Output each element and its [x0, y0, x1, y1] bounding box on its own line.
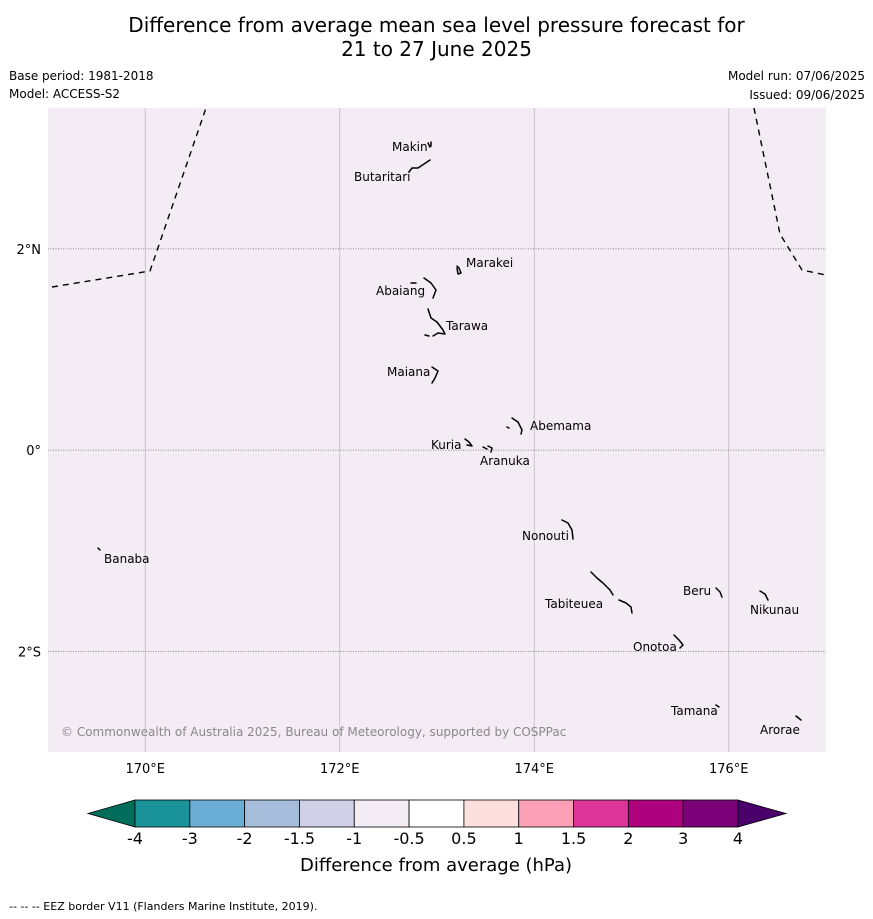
map-background [48, 108, 826, 752]
model-text: Model: ACCESS-S2 [9, 87, 121, 101]
colorbar-bin [518, 799, 574, 828]
model-run-text: Model run: 07/06/2025 [727, 69, 865, 83]
colorbar-tick-label: -2 [237, 829, 253, 848]
copyright-text: © Commonwealth of Australia 2025, Bureau… [61, 725, 566, 739]
butaritari-outline [408, 159, 431, 173]
latitude-label: 0° [26, 444, 41, 459]
island-label-marakei: Marakei [466, 256, 513, 270]
eez-borders [51, 107, 827, 288]
colorbar-bin [299, 799, 355, 828]
island-label-maiana: Maiana [387, 365, 430, 379]
colorbar-tick-label: 1 [514, 829, 524, 848]
latitude-tick-labels: 2°N 0° 2°S [17, 243, 42, 661]
maiana-outline [431, 366, 439, 384]
chart-title-line2: 21 to 27 June 2025 [341, 37, 532, 61]
island-label-nonouti: Nonouti [522, 529, 569, 543]
colorbar-tick-label: 3 [678, 829, 688, 848]
colorbar-bin [134, 799, 191, 828]
longitude-label: 176°E [709, 762, 749, 777]
aranuka-outline [482, 445, 493, 453]
colorbar-bin [627, 799, 684, 828]
eez-footnote: -- -- -- EEZ border V11 (Flanders Marine… [9, 900, 318, 913]
abaiang-outline [410, 277, 437, 299]
colorbar-under-arrow [86, 799, 136, 828]
colorbar-bin [408, 799, 465, 828]
latitude-label: 2°S [18, 645, 41, 660]
colorbar-tick-label: -4 [127, 829, 143, 848]
island-label-kuria: Kuria [431, 438, 462, 452]
beru-outline [715, 587, 723, 598]
colorbar-tick-label: -0.5 [393, 829, 424, 848]
island-label-tamana: Tamana [670, 704, 718, 718]
onotoa-outline [673, 634, 684, 649]
kuria-outline [464, 438, 473, 447]
island-label-tarawa: Tarawa [445, 319, 488, 333]
colorbar-bin [353, 799, 410, 828]
island-label-banaba: Banaba [104, 552, 150, 566]
island-label-arorae: Arorae [760, 723, 800, 737]
longitude-label: 172°E [320, 762, 360, 777]
island-label-aranuka: Aranuka [480, 454, 530, 468]
chart-title-line1: Difference from average mean sea level p… [128, 13, 745, 37]
island-label-abaiang: Abaiang [376, 284, 425, 298]
colorbar-bin [189, 799, 246, 828]
island-labels: Makin Butaritari Marakei Abaiang Tarawa … [104, 140, 800, 737]
issued-text: Issued: 09/06/2025 [749, 88, 865, 102]
colorbar-bin [244, 799, 300, 828]
colorbar-tick-label: -3 [182, 829, 198, 848]
island-label-butaritari: Butaritari [354, 170, 411, 184]
base-period-text: Base period: 1981-2018 [9, 69, 154, 83]
island-outlines [97, 141, 802, 721]
tarawa-outline [424, 308, 446, 337]
longitude-tick-labels: 170°E 172°E 174°E 176°E [125, 762, 748, 777]
island-label-onotoa: Onotoa [633, 640, 677, 654]
longitude-label: 174°E [514, 762, 554, 777]
colorbar-over-arrow [737, 799, 788, 828]
nikunau-outline [759, 590, 769, 601]
colorbar-bin [573, 799, 629, 828]
colorbar-label: Difference from average (hPa) [300, 855, 572, 876]
colorbar-tick-label: 1.5 [561, 829, 586, 848]
colorbar-bin [682, 799, 739, 828]
gridlines [48, 108, 826, 752]
island-label-makin: Makin [392, 140, 428, 154]
eez-border-west [51, 107, 207, 288]
island-label-nikunau: Nikunau [750, 603, 799, 617]
banaba-outline [97, 547, 101, 551]
map: Makin Butaritari Marakei Abaiang Tarawa … [17, 107, 827, 777]
tamana-outline [715, 704, 720, 708]
colorbar-bins [134, 799, 739, 828]
arorae-outline [795, 715, 802, 721]
tabiteuea-outline [590, 571, 633, 614]
island-label-beru: Beru [683, 584, 711, 598]
colorbar-tick-labels: -4 -3 -2 -1.5 -1 -0.5 0.5 1 1.5 2 3 4 [127, 829, 743, 848]
island-label-tabiteuea: Tabiteuea [544, 597, 603, 611]
marakei-outline [456, 265, 462, 275]
abemama-outline [506, 417, 523, 435]
colorbar-tick-label: 4 [733, 829, 743, 848]
colorbar-tick-label: 2 [623, 829, 633, 848]
makin-outline [427, 141, 432, 148]
colorbar-tick-label: -1.5 [284, 829, 315, 848]
latitude-label: 2°N [17, 243, 42, 258]
nonouti-outline [561, 519, 574, 540]
colorbar-bin [463, 799, 520, 828]
colorbar: -4 -3 -2 -1.5 -1 -0.5 0.5 1 1.5 2 3 4 Difference fr… [86, 799, 788, 876]
colorbar-tick-label: -1 [346, 829, 362, 848]
colorbar-tick-label: 0.5 [451, 829, 476, 848]
island-label-abemama: Abemama [530, 419, 591, 433]
longitude-label: 170°E [125, 762, 165, 777]
